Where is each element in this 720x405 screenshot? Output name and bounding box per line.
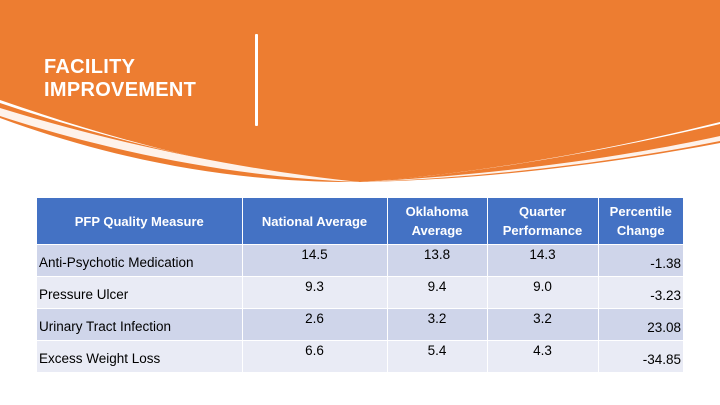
national-average-cell: 14.5 — [242, 244, 388, 277]
title-divider — [255, 34, 258, 126]
banner-wave-left — [0, 103, 360, 183]
title-line-1: FACILITY — [44, 56, 136, 78]
column-header: Quarter Performance — [487, 198, 599, 245]
national-average-cell: 2.6 — [242, 308, 388, 341]
table-row: Excess Weight Loss 6.6 5.4 4.3 -34.85 — [37, 340, 683, 372]
table-row: Anti-Psychotic Medication 14.5 13.8 14.3… — [37, 244, 683, 277]
measure-cell: Urinary Tract Infection — [37, 308, 243, 341]
oklahoma-average-cell: 13.8 — [387, 244, 488, 277]
quality-measures-table: PFP Quality Measure National Average Okl… — [37, 198, 683, 372]
percentile-change-cell: -3.23 — [598, 276, 683, 309]
percentile-change-cell: 23.08 — [598, 308, 683, 341]
national-average-cell: 9.3 — [242, 276, 388, 309]
percentile-change-cell: -1.38 — [598, 244, 683, 277]
measure-cell: Anti-Psychotic Medication — [37, 244, 243, 277]
oklahoma-average-cell: 5.4 — [387, 340, 488, 372]
orange-banner — [0, 0, 720, 183]
data-table: PFP Quality Measure National Average Okl… — [37, 198, 683, 372]
column-header: PFP Quality Measure — [37, 198, 243, 245]
percentile-change-cell: -34.85 — [598, 340, 683, 372]
national-average-cell: 6.6 — [242, 340, 388, 372]
oklahoma-average-cell: 3.2 — [387, 308, 488, 341]
title-line-2: IMPROVEMENT — [44, 79, 197, 101]
banner-fill — [0, 0, 720, 182]
column-header: Percentile Change — [598, 198, 683, 245]
table-row: Urinary Tract Infection 2.6 3.2 3.2 23.0… — [37, 308, 683, 341]
column-header: Oklahoma Average — [387, 198, 488, 245]
measure-cell: Pressure Ulcer — [37, 276, 243, 309]
slide-title: FACILITY IMPROVEMENT — [44, 56, 196, 102]
table-header-row: PFP Quality Measure National Average Okl… — [37, 198, 683, 245]
table-row: Pressure Ulcer 9.3 9.4 9.0 -3.23 — [37, 276, 683, 309]
quarter-performance-cell: 3.2 — [487, 308, 599, 341]
measure-cell: Excess Weight Loss — [37, 340, 243, 372]
oklahoma-average-cell: 9.4 — [387, 276, 488, 309]
quarter-performance-cell: 14.3 — [487, 244, 599, 277]
column-header: National Average — [242, 198, 388, 245]
quarter-performance-cell: 9.0 — [487, 276, 599, 309]
quarter-performance-cell: 4.3 — [487, 340, 599, 372]
